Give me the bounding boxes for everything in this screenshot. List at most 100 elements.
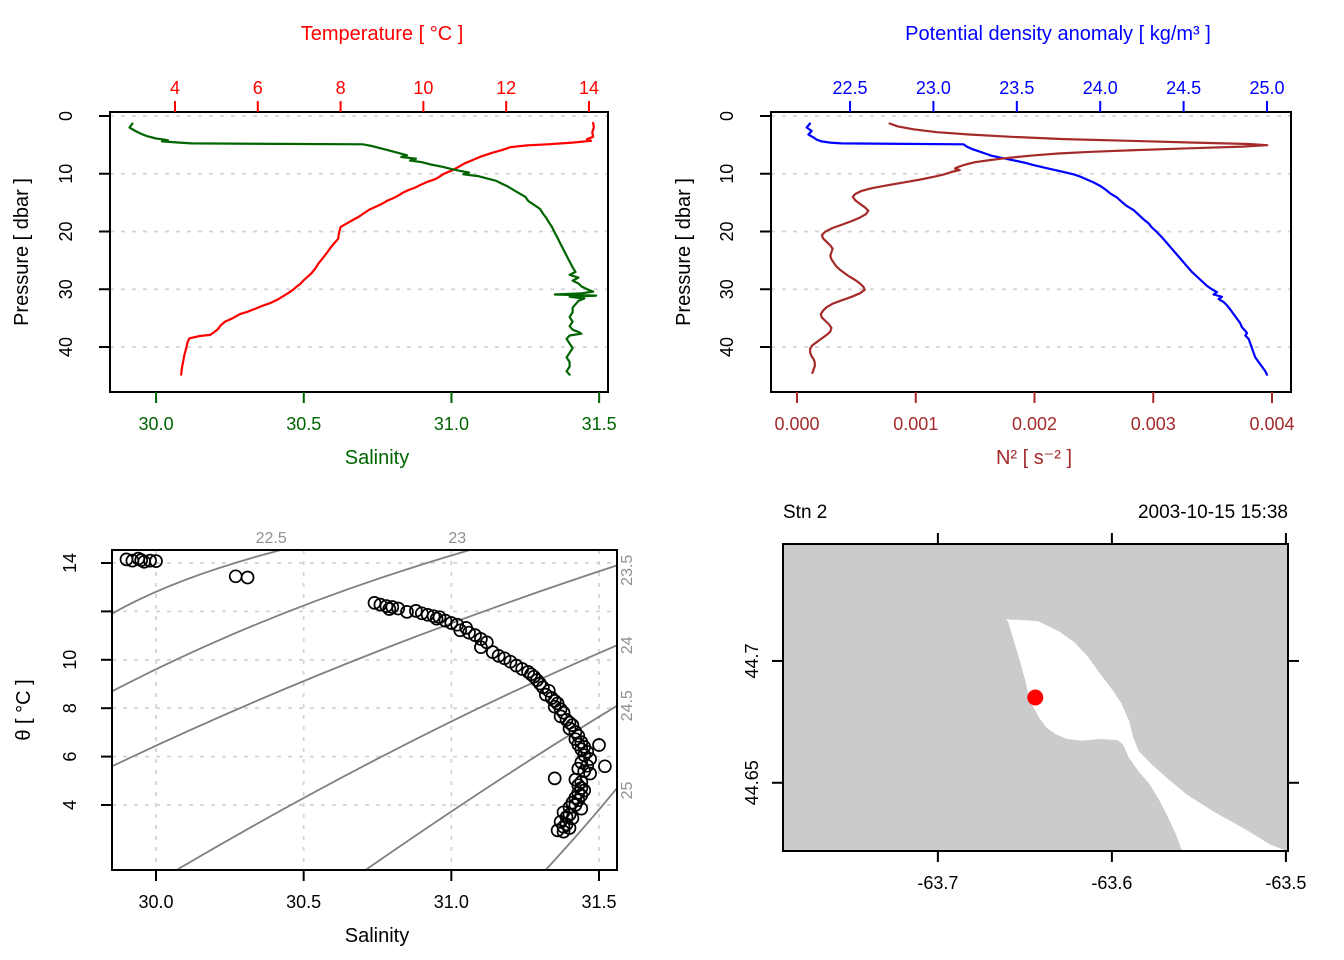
isopycnal-contour-22.5 xyxy=(111,549,281,615)
top-axis-tick-label: 14 xyxy=(579,78,599,98)
panel-ts-diagram: 22.5 23 23.5 24 24.5 25 30.0 30.5 31.0 31.5 14 10 8 6… xyxy=(60,530,636,912)
plot-frame xyxy=(111,549,618,871)
y-axis-tick-label: 10 xyxy=(60,650,80,670)
left-axis-tick-label: 0 xyxy=(56,111,76,121)
top-axis-tick-label: 6 xyxy=(253,78,263,98)
salinity-axis-title-top-panel: Salinity xyxy=(345,447,409,469)
left-axis-tick-label: 40 xyxy=(717,337,737,357)
ts-data-point xyxy=(562,807,577,822)
plot-frame xyxy=(109,111,609,393)
isopycnal-contour-24 xyxy=(176,644,618,871)
pressure-axis-title-right-panel: Pressure [ dbar ] xyxy=(673,178,695,326)
temperature-curve xyxy=(180,121,596,376)
left-axis-tick-label: 20 xyxy=(56,221,76,241)
potential-density-anomaly-curve xyxy=(805,122,1269,376)
longitude-tick-label: -63.6 xyxy=(1091,873,1132,893)
map-frame xyxy=(782,543,1289,852)
ts-data-point xyxy=(444,616,459,630)
left-axis-tick-label: 10 xyxy=(56,164,76,184)
bottom-axis-tick-label: 31.0 xyxy=(434,414,469,434)
y-axis-tick-label: 14 xyxy=(60,553,80,573)
ts-data-point xyxy=(453,623,468,638)
bottom-axis-tick-label: 0.003 xyxy=(1131,414,1176,434)
ts-data-point xyxy=(462,625,476,640)
top-axis-tick-label: 24.0 xyxy=(1083,78,1118,98)
ts-data-point xyxy=(391,601,406,616)
top-axis-tick-label: 10 xyxy=(413,78,433,98)
isopycnal-label: 23 xyxy=(448,530,466,547)
top-axis-tick-label: 24.5 xyxy=(1166,78,1201,98)
longitude-tick-label: -63.7 xyxy=(917,873,958,893)
latitude-tick-label: 44.65 xyxy=(742,760,762,805)
ts-data-point xyxy=(438,613,453,628)
plot-frame xyxy=(770,111,1292,393)
theta-axis-title: θ [ °C ] xyxy=(13,679,35,740)
bottom-axis-tick-label: 0.001 xyxy=(893,414,938,434)
isopycnal-contour-24.5 xyxy=(365,705,618,871)
bottom-axis-tick-label: 31.5 xyxy=(582,414,617,434)
ts-data-point xyxy=(574,801,589,816)
ts-data-point xyxy=(568,725,583,739)
isopycnal-label: 22.5 xyxy=(256,530,287,547)
panel-station-map: -63.7 -63.6 -63.5 44.7 44.65 xyxy=(742,533,1306,893)
top-axis-tick-label: 25.0 xyxy=(1249,78,1284,98)
ts-data-point xyxy=(565,718,580,732)
bottom-axis-tick-label: 0.004 xyxy=(1249,414,1294,434)
x-axis-tick-label: 31.5 xyxy=(581,892,616,912)
density-axis-title: Potential density anomaly [ kg/m³ ] xyxy=(905,23,1211,45)
left-axis-tick-label: 10 xyxy=(717,164,737,184)
isopycnal-label: 25 xyxy=(619,781,636,799)
station-label: Stn 2 xyxy=(783,502,827,523)
bottom-axis-tick-label: 0.002 xyxy=(1012,414,1057,434)
ts-data-point xyxy=(409,604,423,618)
bottom-axis-tick-label: 30.5 xyxy=(286,414,321,434)
top-axis-tick-label: 23.5 xyxy=(999,78,1034,98)
n2-axis-title: N² [ s⁻² ] xyxy=(996,447,1072,469)
salinity-curve xyxy=(128,122,598,376)
isopycnal-contour-25 xyxy=(545,787,618,871)
ts-data-point xyxy=(149,554,163,568)
ts-data-point xyxy=(547,771,562,786)
bottom-axis-tick-label: 0.000 xyxy=(774,414,819,434)
ts-data-point xyxy=(143,553,157,568)
ts-data-point xyxy=(550,823,565,838)
isopycnal-contour-23 xyxy=(111,549,470,693)
ts-data-point xyxy=(556,824,571,839)
ts-data-point xyxy=(553,702,568,717)
ts-data-point xyxy=(491,649,506,663)
longitude-tick-label: -63.5 xyxy=(1265,873,1306,893)
isopycnal-label: 24 xyxy=(619,636,636,654)
station-datetime-label: 2003-10-15 15:38 xyxy=(1138,502,1288,523)
ts-data-point xyxy=(240,570,255,585)
ts-data-point xyxy=(382,602,397,616)
ts-data-point xyxy=(385,600,400,614)
isopycnal-contour-23.5 xyxy=(111,564,618,768)
ts-data-point xyxy=(592,738,606,752)
y-axis-tick-label: 4 xyxy=(60,800,80,810)
panel-density-n2: 22.5 23.0 23.5 24.0 24.5 25.0 0.000 0.001 0.002 0… xyxy=(717,78,1295,434)
ts-data-point xyxy=(400,605,414,619)
station-marker xyxy=(1027,689,1044,706)
ts-data-point xyxy=(571,728,586,743)
panel-temperature-salinity: 4 6 8 10 12 14 30.0 30.5 31.0 31.5 0 10 20 30 40 xyxy=(56,78,617,434)
isopycnal-label: 24.5 xyxy=(619,690,636,721)
top-axis-tick-label: 12 xyxy=(496,78,516,98)
y-axis-tick-label: 6 xyxy=(60,752,80,762)
pressure-axis-title-left-panel: Pressure [ dbar ] xyxy=(11,178,33,326)
y-axis-tick-label: 8 xyxy=(60,703,80,713)
buoyancy-frequency-n2-curve xyxy=(808,122,1269,375)
ts-data-point xyxy=(541,683,556,698)
x-axis-tick-label: 31.0 xyxy=(434,892,469,912)
latitude-tick-label: 44.7 xyxy=(742,643,762,678)
x-axis-tick-label: 30.5 xyxy=(286,892,321,912)
top-axis-tick-label: 8 xyxy=(336,78,346,98)
ts-data-point xyxy=(580,744,595,759)
ts-data-point xyxy=(474,640,488,655)
isopycnal-label: 23.5 xyxy=(619,555,636,586)
left-axis-tick-label: 40 xyxy=(56,337,76,357)
left-axis-tick-label: 0 xyxy=(717,111,737,121)
ts-data-point xyxy=(429,611,444,626)
ts-data-point xyxy=(583,766,597,781)
salinity-axis-title-ts-panel: Salinity xyxy=(345,925,409,947)
